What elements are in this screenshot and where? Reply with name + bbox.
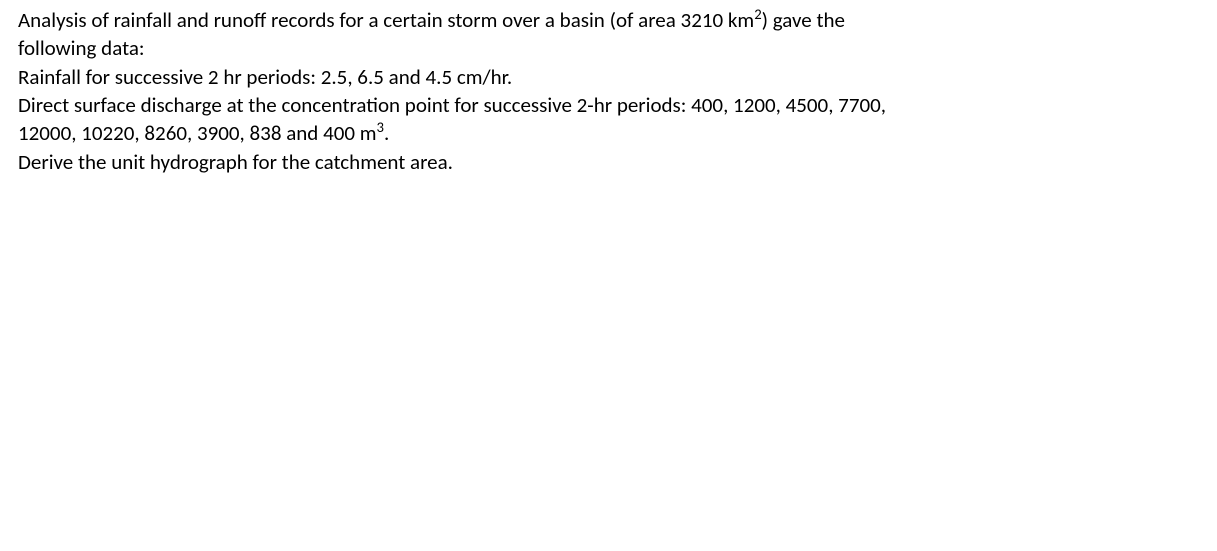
unit-exponent: 3: [377, 118, 384, 136]
volume-unit: m3: [360, 120, 384, 146]
text-segment: Analysis of rainfall and runoff records …: [18, 7, 681, 33]
text-segment: ) gave the: [762, 7, 845, 33]
unit-exponent: 2: [754, 5, 761, 23]
area-unit: km2: [723, 7, 762, 33]
intro-line-1: Analysis of rainfall and runoff records …: [18, 6, 1199, 34]
problem-statement: Analysis of rainfall and runoff records …: [0, 0, 1217, 176]
text-segment: .: [384, 120, 389, 146]
text-segment: Direct surface discharge at the concentr…: [18, 92, 691, 118]
area-value: 3210: [681, 7, 724, 33]
text-segment: following data:: [18, 35, 145, 61]
text-segment: Rainfall for successive 2 hr periods:: [18, 64, 321, 90]
rainfall-line: Rainfall for successive 2 hr periods: 2.…: [18, 63, 1199, 91]
task-line: Derive the unit hydrograph for the catch…: [18, 148, 1199, 176]
text-segment: Derive the unit hydrograph for the catch…: [18, 149, 453, 175]
discharge-values-head: 400, 1200, 4500, 7700,: [691, 92, 886, 118]
rainfall-unit: cm/hr.: [452, 64, 512, 90]
discharge-line-1: Direct surface discharge at the concentr…: [18, 91, 1199, 119]
unit-base: km: [728, 7, 754, 33]
discharge-line-2: 12000, 10220, 8260, 3900, 838 and 400 m3…: [18, 119, 1199, 147]
intro-line-2: following data:: [18, 34, 1199, 62]
unit-base: m: [360, 120, 377, 146]
discharge-values-tail: 12000, 10220, 8260, 3900, 838 and 400: [18, 120, 360, 146]
rainfall-values: 2.5, 6.5 and 4.5: [321, 64, 452, 90]
